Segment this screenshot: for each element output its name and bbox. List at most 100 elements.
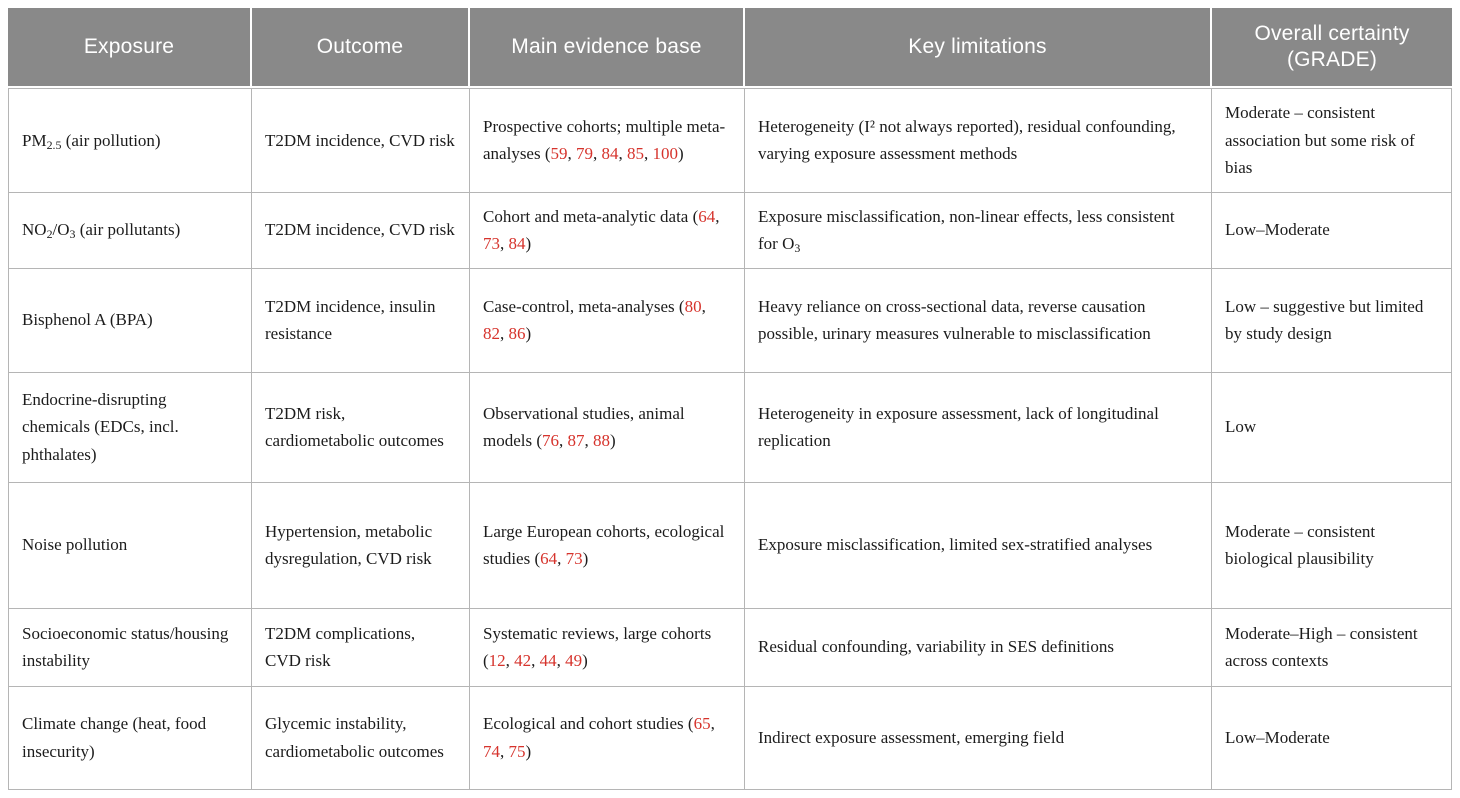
cell-evidence: Case-control, meta-analyses (80, 82, 86) [470,268,745,373]
citation-ref[interactable]: 73 [565,549,583,569]
text-segment: 3 [69,227,76,242]
text-segment: , [644,144,653,164]
text-segment: Low – suggestive but limited by study de… [1225,296,1424,344]
text-segment: Observational studies, animal models ( [483,403,685,451]
text-segment: T2DM incidence, CVD risk [265,220,455,240]
text-segment: Large European cohorts, ecological studi… [483,521,725,569]
table-row: Noise pollution Hypertension, metabolic … [8,482,1452,609]
citation-ref[interactable]: 44 [539,651,557,671]
text-segment: Socioeconomic status/housing instability [22,623,229,671]
cell-evidence: Systematic reviews, large cohorts (12, 4… [470,608,745,687]
text-segment: , [715,206,720,226]
cell-evidence: Observational studies, animal models (76… [470,372,745,483]
text-segment: Climate change (heat, food insecurity) [22,714,207,761]
text-segment: , [557,549,566,569]
text-segment: 2 [46,227,53,242]
cell-limitations: Exposure misclassification, non-linear e… [745,192,1212,269]
citation-ref[interactable]: 12 [488,651,506,671]
citation-ref[interactable]: 76 [542,431,560,451]
text-segment: , [618,144,628,164]
text-segment: , [559,431,568,451]
cell-exposure: Climate change (heat, food insecurity) [8,686,252,790]
text-segment: (air pollutants) [75,220,181,240]
text-segment: PM [22,130,47,150]
cell-evidence: Large European cohorts, ecological studi… [470,482,745,609]
table-row: NO2/O3 (air pollutants) T2DM incidence, … [8,192,1452,269]
citation-ref[interactable]: 75 [508,741,526,761]
citation-ref[interactable]: 74 [483,741,500,761]
cell-limitations: Heavy reliance on cross-sectional data, … [745,268,1212,373]
cell-exposure: Endocrine-disrupting chemicals (EDCs, in… [8,372,252,483]
text-segment: ) [525,741,532,761]
citation-ref[interactable]: 86 [508,324,526,344]
text-segment: Systematic reviews, large cohorts ( [483,623,712,671]
grade-summary-table: Exposure Outcome Main evidence base Key … [8,8,1452,790]
column-header-outcome: Outcome [252,8,470,88]
citation-ref[interactable]: 85 [627,144,645,164]
citation-ref[interactable]: 79 [576,144,594,164]
citation-ref[interactable]: 64 [540,549,558,569]
cell-exposure: Socioeconomic status/housing instability [8,608,252,687]
table-row: Climate change (heat, food insecurity) G… [8,686,1452,790]
text-segment: , [500,324,509,344]
citation-ref[interactable]: 65 [693,714,711,734]
citation-ref[interactable]: 59 [550,144,568,164]
cell-limitations: Exposure misclassification, limited sex-… [745,482,1212,609]
text-segment: (air pollution) [61,130,161,150]
text-segment: Bisphenol A (BPA) [22,310,153,330]
text-segment: ) [582,549,589,569]
cell-outcome: T2DM incidence, CVD risk [252,88,470,193]
cell-outcome: T2DM complications, CVD risk [252,608,470,687]
cell-outcome: T2DM incidence, insulin resistance [252,268,470,373]
citation-ref[interactable]: 73 [483,234,500,254]
cell-evidence: Cohort and meta-analytic data (64, 73, 8… [470,192,745,269]
table-row: Endocrine-disrupting chemicals (EDCs, in… [8,372,1452,483]
text-segment: T2DM incidence, CVD risk [265,130,455,150]
text-segment: Case-control, meta-analyses ( [483,296,685,316]
cell-certainty: Low – suggestive but limited by study de… [1212,268,1452,373]
cell-limitations: Heterogeneity (I² not always reported), … [745,88,1212,193]
citation-ref[interactable]: 84 [601,144,619,164]
citation-ref[interactable]: 100 [652,144,679,164]
cell-limitations: Heterogeneity in exposure assessment, la… [745,372,1212,483]
column-header-limitations: Key limitations [745,8,1212,88]
text-segment: ) [525,234,532,254]
citation-ref[interactable]: 87 [567,431,585,451]
citation-ref[interactable]: 84 [508,234,526,254]
cell-outcome: T2DM risk, cardiometabolic outcomes [252,372,470,483]
text-segment: T2DM complications, CVD risk [265,623,416,671]
cell-limitations: Residual confounding, variability in SES… [745,608,1212,687]
cell-limitations: Indirect exposure assessment, emerging f… [745,686,1212,790]
citation-ref[interactable]: 88 [593,431,611,451]
text-segment: 2.5 [46,137,62,152]
text-segment: Heterogeneity in exposure assessment, la… [758,403,1159,451]
text-segment: Glycemic instability, cardiometabolic ou… [265,714,444,761]
table-header-row: Exposure Outcome Main evidence base Key … [8,8,1452,88]
text-segment: Endocrine-disrupting chemicals (EDCs, in… [22,389,179,464]
cell-outcome: T2DM incidence, CVD risk [252,192,470,269]
text-segment: , [531,651,540,671]
text-segment: Noise pollution [22,535,128,555]
citation-ref[interactable]: 80 [684,296,702,316]
citation-ref[interactable]: 82 [483,324,500,344]
text-segment: ) [582,651,588,671]
text-segment: Low–Moderate [1225,220,1330,240]
cell-outcome: Hypertension, metabolic dysregulation, C… [252,482,470,609]
table-row: PM2.5 (air pollution) T2DM incidence, CV… [8,88,1452,193]
cell-certainty: Moderate – consistent biological plausib… [1212,482,1452,609]
text-segment: T2DM incidence, insulin resistance [265,296,436,344]
column-header-exposure: Exposure [8,8,252,88]
text-segment: ) [610,431,616,451]
cell-evidence: Ecological and cohort studies (65, 74, 7… [470,686,745,790]
citation-ref[interactable]: 42 [514,651,532,671]
text-segment: , [556,651,566,671]
cell-outcome: Glycemic instability, cardiometabolic ou… [252,686,470,790]
text-segment: , [593,144,602,164]
citation-ref[interactable]: 49 [565,651,583,671]
text-segment: Heterogeneity (I² not always reported), … [758,116,1176,164]
text-segment: T2DM risk, cardiometabolic outcomes [265,403,444,451]
text-segment: Moderate–High – consistent across contex… [1225,623,1418,671]
text-segment: , [505,651,515,671]
citation-ref[interactable]: 64 [698,206,716,226]
text-segment: Hypertension, metabolic dysregulation, C… [265,521,433,569]
